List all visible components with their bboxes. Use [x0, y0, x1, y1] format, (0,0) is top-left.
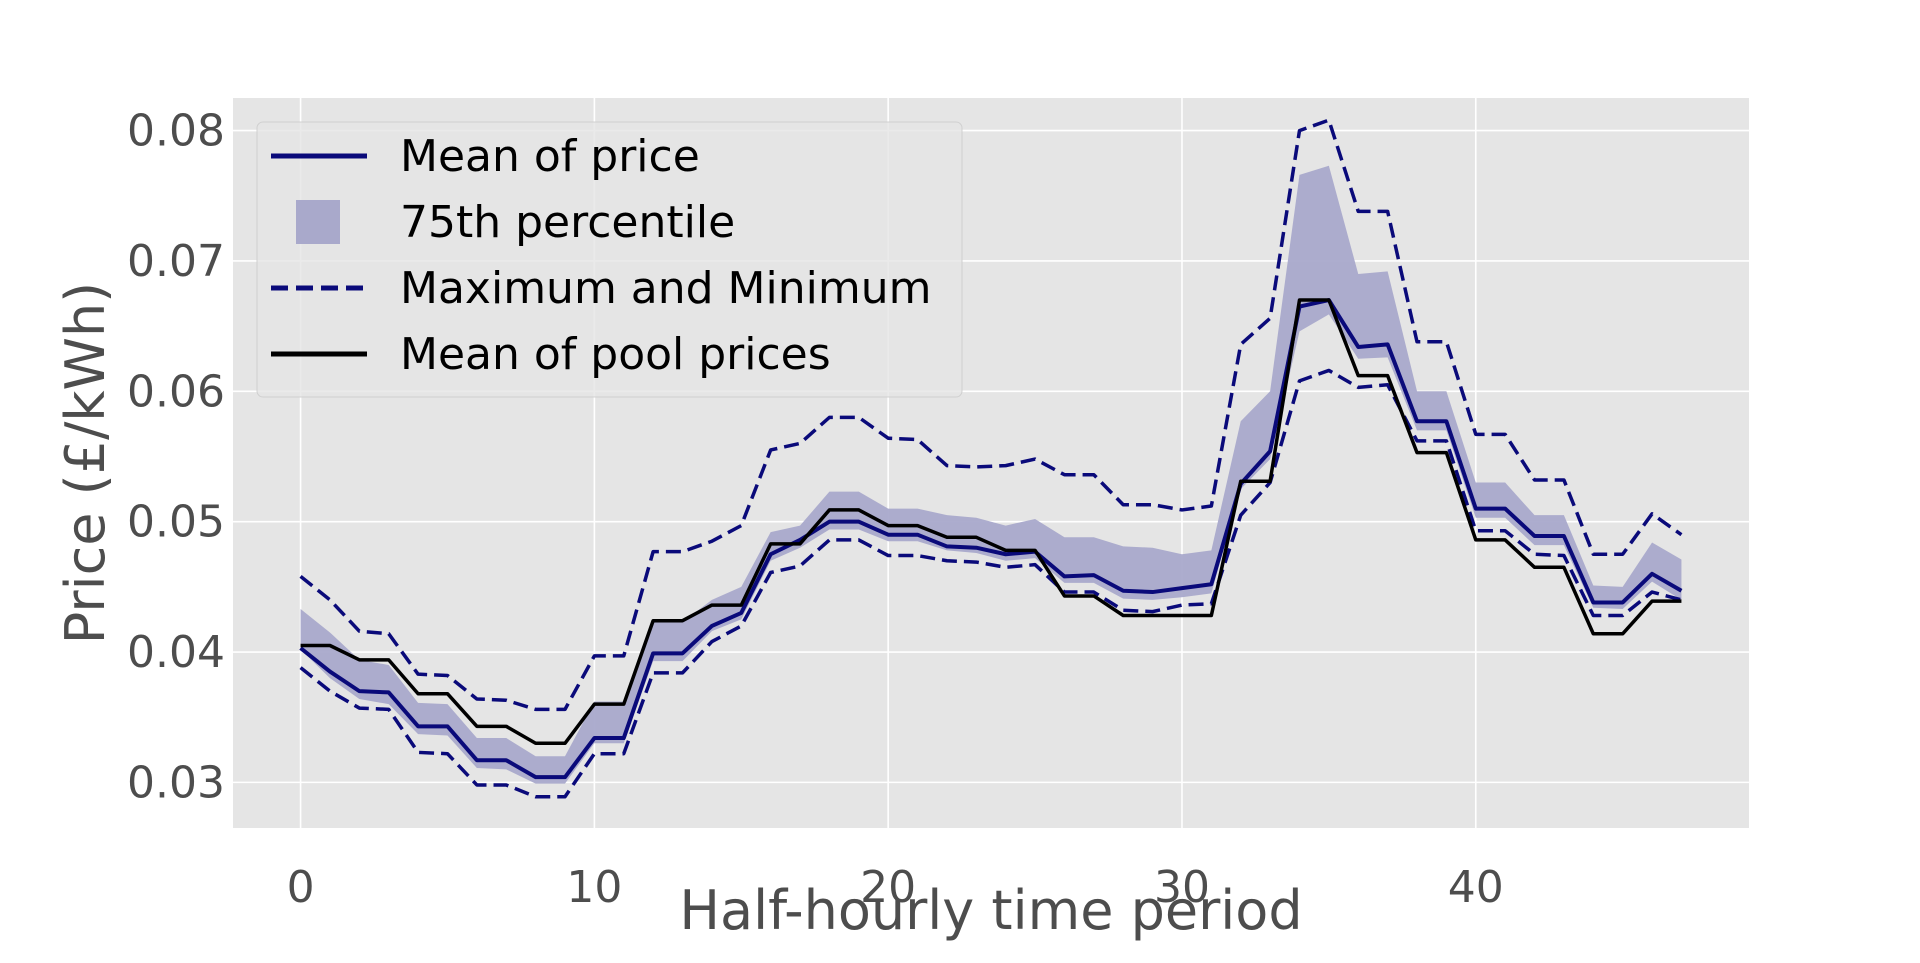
legend-box	[256, 121, 963, 398]
x-tick-label: 20	[860, 862, 916, 913]
legend-label: Mean of price	[400, 131, 700, 182]
legend-label: Mean of pool prices	[400, 329, 831, 380]
legend: Mean of price 75th percentile Maximum and …	[256, 121, 963, 398]
legend-swatch-patch	[296, 200, 340, 244]
y-tick-label: 0.06	[127, 366, 225, 417]
x-tick-label: 10	[566, 862, 622, 913]
maximum-line	[299, 118, 1683, 712]
y-tick-label: 0.07	[127, 236, 225, 287]
mean-of-price-line	[299, 298, 1683, 780]
legend-label: 75th percentile	[400, 197, 735, 248]
x-tick-label: 0	[287, 862, 315, 913]
y-axis-label: Price (£/kWh)	[54, 282, 117, 644]
x-tick-label: 30	[1154, 862, 1210, 913]
y-tick-label: 0.04	[127, 627, 225, 678]
y-tick-labels: 0.03 0.04 0.05 0.06 0.07 0.08	[127, 106, 225, 809]
mean-of-pool-prices-line	[300, 298, 1682, 746]
y-tick-label: 0.05	[127, 497, 225, 548]
x-tick-label: 40	[1448, 862, 1504, 913]
y-tick-label: 0.03	[127, 757, 225, 808]
minimum-line	[299, 368, 1682, 799]
legend-label: Maximum and Minimum	[400, 263, 931, 314]
x-axis-label: Half-hourly time period	[679, 879, 1302, 942]
x-tick-labels: 0 10 20 30 40	[287, 862, 1504, 913]
series-line-layer	[299, 118, 1683, 799]
y-tick-label: 0.08	[127, 106, 225, 157]
